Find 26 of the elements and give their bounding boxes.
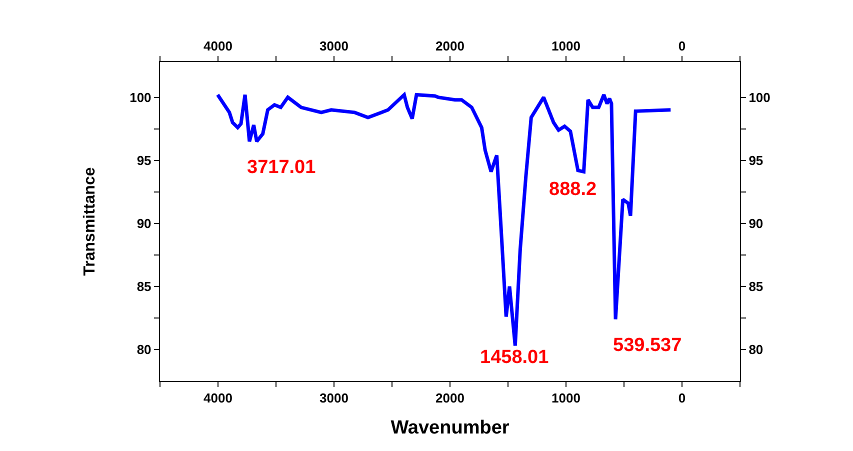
y-tick-label: 90: [136, 216, 152, 231]
annotation: 1458.01: [480, 347, 550, 368]
annotation: 539.537: [613, 335, 682, 356]
x2-tick-label: 1000: [552, 390, 580, 406]
y2-tick-label: 100: [748, 90, 770, 105]
x2-tick-label: 0: [678, 390, 686, 406]
y2-tick-label: 90: [748, 216, 764, 231]
y2-tick-label: 95: [748, 152, 764, 168]
x-tick-label: 1000: [552, 38, 580, 54]
x-tick-label: 0: [678, 38, 686, 54]
y2-tick-label: 85: [748, 278, 764, 294]
x2-tick-label: 2000: [436, 390, 464, 406]
x-tick-label: 2000: [436, 38, 464, 54]
y-tick-label: 100: [130, 90, 152, 105]
y2-tick-label: 80: [748, 342, 764, 358]
annotation: 888.2: [549, 179, 597, 200]
annotation: 3717.01: [247, 157, 316, 178]
x-tick-label: 4000: [204, 38, 232, 54]
x2-tick-label: 4000: [204, 390, 232, 406]
y-tick-label: 80: [136, 342, 152, 358]
y-axis-title: Transmittance: [81, 167, 98, 276]
x2-tick-label: 3000: [320, 390, 348, 406]
y-tick-label: 95: [136, 152, 152, 168]
y-tick-label: 85: [136, 278, 152, 294]
x-axis-title: Wavenumber: [390, 418, 510, 438]
x-tick-label: 3000: [320, 38, 348, 54]
